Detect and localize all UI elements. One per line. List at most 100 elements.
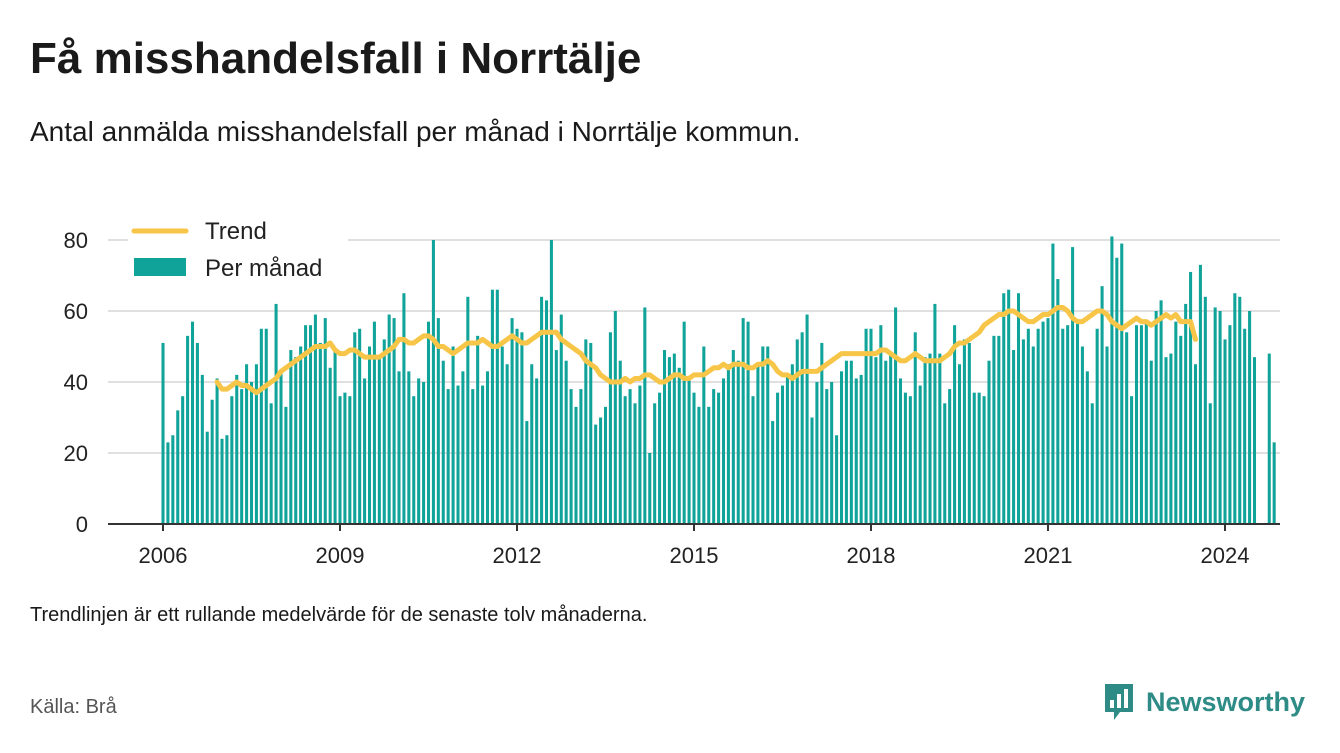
bar — [190, 321, 195, 524]
bar — [692, 392, 696, 524]
bar — [318, 342, 322, 524]
bar — [623, 396, 627, 524]
bar — [431, 240, 435, 524]
bar — [505, 364, 509, 524]
bar — [422, 382, 426, 524]
bar — [1110, 236, 1114, 524]
bar — [653, 403, 657, 524]
bar — [171, 435, 175, 524]
bar — [761, 346, 765, 524]
bar — [1071, 247, 1075, 524]
bar — [304, 325, 308, 524]
bar — [992, 335, 996, 524]
bar — [1105, 346, 1109, 524]
bar — [869, 328, 873, 524]
bar — [628, 389, 632, 524]
bar — [1154, 311, 1158, 524]
bar — [1036, 328, 1040, 524]
bar — [776, 392, 780, 524]
bar — [245, 364, 249, 524]
bar — [338, 396, 342, 524]
bar — [903, 392, 907, 524]
bar — [254, 364, 258, 524]
bar — [1228, 325, 1232, 524]
y-tick-label: 80 — [64, 228, 88, 253]
bar — [677, 367, 681, 524]
bar — [1130, 396, 1134, 524]
bar — [225, 435, 229, 524]
bar — [544, 300, 549, 524]
bar — [608, 332, 612, 524]
legend-bar-label: Per månad — [205, 255, 322, 282]
bar — [220, 438, 224, 524]
bar — [638, 385, 642, 524]
bar-series — [161, 236, 1276, 525]
bar — [810, 417, 814, 524]
bar — [372, 321, 376, 524]
bar — [1193, 364, 1198, 524]
bar — [687, 378, 691, 524]
bar — [343, 392, 347, 524]
bar — [515, 328, 519, 524]
bar — [510, 318, 514, 524]
bar — [820, 342, 824, 524]
bar — [1021, 339, 1025, 524]
bar — [500, 346, 504, 524]
bar — [633, 403, 637, 524]
bar — [1238, 296, 1242, 524]
bar — [707, 406, 711, 524]
legend-bar-swatch — [134, 258, 186, 276]
bar — [928, 353, 932, 524]
bar — [436, 318, 440, 524]
bar — [603, 406, 608, 524]
bar — [363, 378, 367, 524]
bar — [461, 371, 465, 524]
bar — [702, 346, 706, 524]
bar — [805, 314, 809, 524]
x-tick-label: 2006 — [139, 543, 188, 568]
bar — [933, 303, 937, 524]
bar — [441, 360, 445, 524]
bar — [348, 396, 352, 524]
bar — [594, 424, 598, 524]
x-tick-label: 2015 — [670, 543, 719, 568]
bar — [166, 442, 170, 524]
bar — [279, 371, 283, 524]
bar — [697, 406, 701, 524]
bar — [1203, 296, 1207, 524]
bar — [1144, 321, 1148, 524]
bar — [599, 417, 603, 524]
bar — [259, 328, 263, 524]
bar — [353, 332, 357, 524]
bar — [525, 421, 529, 524]
bar — [785, 374, 789, 524]
bar — [195, 342, 199, 524]
bar — [367, 346, 372, 524]
bar — [658, 392, 662, 524]
bar — [972, 392, 976, 524]
bar — [1233, 293, 1237, 524]
bar — [962, 339, 966, 524]
bar — [210, 399, 214, 524]
bar — [564, 360, 568, 524]
bar — [392, 318, 396, 524]
bar — [756, 364, 760, 524]
bar — [800, 332, 804, 524]
bar — [200, 374, 204, 524]
bar — [377, 357, 381, 524]
bar — [1272, 442, 1276, 524]
bar — [790, 364, 794, 524]
bar — [466, 296, 470, 524]
bar — [240, 389, 244, 524]
bar — [446, 389, 450, 524]
bar — [726, 364, 730, 524]
bar — [1002, 293, 1006, 524]
legend: Trend Per månad — [128, 214, 348, 290]
bar — [731, 350, 735, 524]
bar — [712, 389, 716, 524]
bar — [554, 350, 558, 524]
bar — [402, 293, 406, 524]
chart: 0 20 40 60 80 2006 2009 2012 2015 2018 2021 2024 Tr… — [64, 214, 1280, 568]
bar — [294, 357, 298, 524]
bar — [643, 307, 647, 524]
